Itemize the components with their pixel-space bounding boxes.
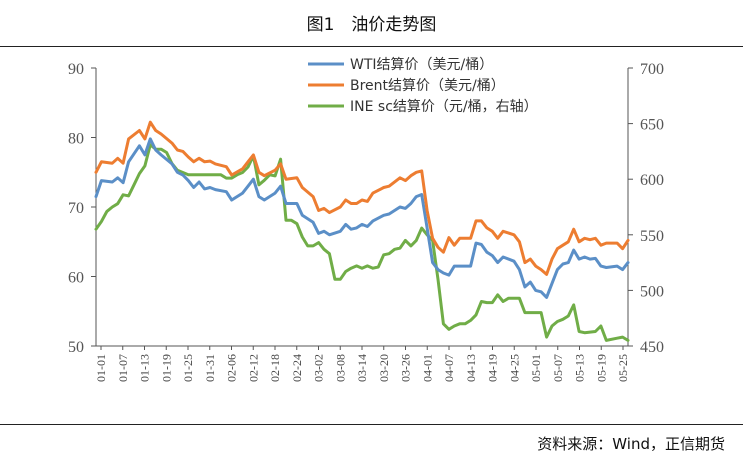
y-right-tick-label: 700: [640, 61, 664, 78]
chart-header: 图1 油价走势图: [0, 0, 743, 46]
chart-title: 图1 油价走势图: [306, 15, 437, 35]
x-tick-label: 01-31: [203, 354, 217, 382]
series-line-wti: [94, 137, 630, 299]
y-left-tick-label: 80: [68, 131, 84, 148]
y-right-tick-label: 450: [640, 339, 664, 356]
series-line-brent: [94, 120, 630, 276]
x-tick-label: 02-06: [225, 354, 239, 382]
y-right-tick-label: 500: [640, 283, 664, 300]
y-left-tick-label: 70: [68, 200, 84, 217]
series-line-ine: [94, 143, 630, 342]
x-tick-label: 04-25: [507, 354, 521, 382]
chart-series: [94, 120, 630, 342]
x-tick-label: 05-01: [529, 354, 543, 382]
x-tick-label: 03-02: [312, 354, 326, 382]
x-tick-label: 05-25: [616, 354, 630, 382]
x-tick-label: 04-19: [486, 354, 500, 382]
source-note: 资料来源：Wind，正信期货: [537, 435, 725, 453]
x-tick-label: 01-01: [94, 354, 108, 382]
y-left-tick-label: 60: [68, 270, 84, 287]
oil-price-chart: 50 60 70 80 90 450 500 550 600 650 700 01-01 01-07 01…: [68, 57, 664, 382]
x-tick-label: 04-07: [442, 354, 456, 382]
chart-legend: WTI结算价（美元/桶） Brent结算价（美元/桶） INE sc结算价（元/桶，…: [308, 57, 538, 115]
y-right-tick-label: 550: [640, 228, 664, 245]
legend-label-wti: WTI结算价（美元/桶）: [350, 57, 493, 73]
bottom-divider: [0, 424, 743, 425]
x-tick-label: 05-19: [594, 354, 608, 382]
x-tick-label: 03-08: [333, 354, 347, 382]
top-divider: [0, 46, 743, 47]
y-left-tick-label: 90: [68, 61, 84, 78]
legend-label-ine: INE sc结算价（元/桶，右轴）: [350, 99, 538, 115]
x-tick-label: 01-19: [159, 354, 173, 382]
x-tick-label: 03-20: [377, 354, 391, 382]
x-tick-label: 02-12: [246, 354, 260, 382]
x-tick-label: 04-01: [420, 354, 434, 382]
x-tick-label: 01-07: [116, 354, 130, 382]
x-tick-label: 01-13: [138, 354, 152, 382]
y-right-tick-label: 650: [640, 117, 664, 134]
x-tick-label: 02-24: [290, 354, 304, 382]
x-tick-label: 05-13: [573, 354, 587, 382]
chart-axes: 50 60 70 80 90 450 500 550 600 650 700 01-01 01-07 01…: [68, 61, 664, 382]
x-tick-label: 03-14: [355, 354, 369, 382]
x-tick-label: 01-25: [181, 354, 195, 382]
x-tick-label: 02-18: [268, 354, 282, 382]
y-right-tick-label: 600: [640, 172, 664, 189]
x-tick-label: 05-07: [551, 354, 565, 382]
x-tick-label: 04-13: [464, 354, 478, 382]
x-tick-label: 03-26: [399, 354, 413, 382]
legend-label-brent: Brent结算价（美元/桶）: [350, 78, 505, 94]
y-left-tick-label: 50: [68, 339, 84, 356]
chart-footer: 资料来源：Wind，正信期货: [0, 424, 743, 471]
